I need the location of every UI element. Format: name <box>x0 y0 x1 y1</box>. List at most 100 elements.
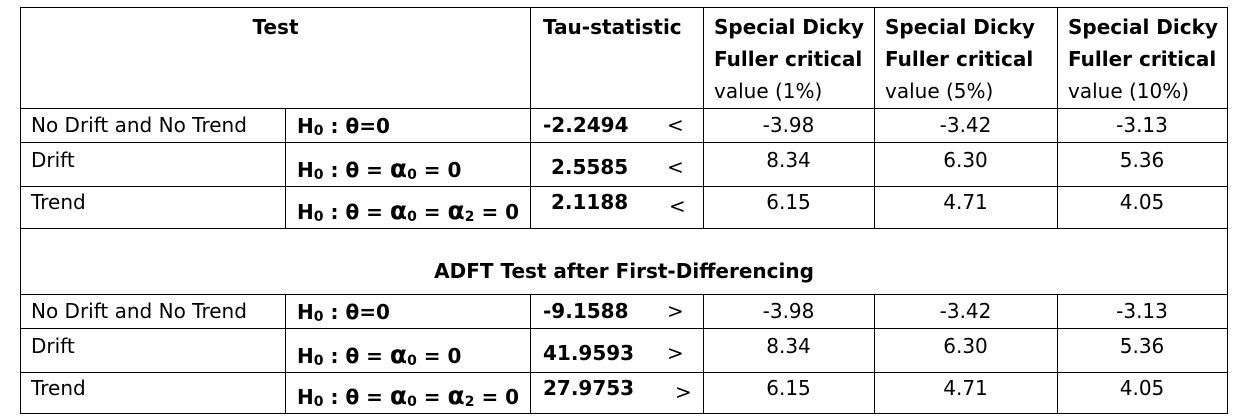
test-name: Trend <box>31 376 86 400</box>
hypothesis-subscript: 0 <box>313 353 324 369</box>
adf-results-table: Test Tau-statistic Special Dicky Fuller … <box>20 7 1228 414</box>
row-divider <box>21 294 1227 295</box>
hypothesis-colon: : <box>330 114 339 138</box>
equals-sign: = <box>423 344 441 368</box>
col-divider <box>530 294 531 414</box>
test-name: Trend <box>31 190 86 214</box>
hypothesis-symbol: H <box>297 158 314 182</box>
cv10-value: 5.36 <box>1119 148 1165 172</box>
hypothesis-subscript: 0 <box>313 394 324 410</box>
cv1-value: 6.15 <box>766 190 811 214</box>
alpha-subscript: 2 <box>464 209 475 225</box>
header-cv10-line2: Fuller critical <box>1068 47 1217 71</box>
comparison-op: < <box>667 113 684 137</box>
col-divider <box>874 294 875 414</box>
cv10-value: -3.13 <box>1116 299 1168 323</box>
cv1-value: 8.34 <box>766 148 811 172</box>
cv10-value: 4.05 <box>1119 376 1165 400</box>
hypothesis-value: 0 <box>447 344 462 368</box>
header-cv5-line1: Special Dicky <box>885 15 1035 39</box>
hypothesis-subscript: 0 <box>313 123 324 139</box>
hypothesis-subscript: 0 <box>313 209 324 225</box>
theta-symbol: θ <box>345 344 360 368</box>
col-divider <box>703 8 704 228</box>
alpha-symbol: α <box>389 340 408 369</box>
col-divider <box>1057 294 1058 414</box>
hypothesis-symbol: H <box>297 385 314 409</box>
hypothesis-colon: : <box>330 200 339 224</box>
comparison-op: > <box>667 341 684 365</box>
theta-symbol: θ <box>345 385 360 409</box>
test-name: Drift <box>31 334 75 358</box>
cv5-value: -3.42 <box>939 299 992 323</box>
hypothesis-symbol: H <box>297 344 314 368</box>
equals-sign: = <box>366 344 383 368</box>
hypothesis-symbol: H <box>297 114 314 138</box>
theta-symbol: θ <box>345 158 360 182</box>
row-divider <box>21 328 1227 329</box>
alpha-subscript: 0 <box>407 353 417 369</box>
hypothesis-value: =0 <box>359 300 390 324</box>
hypothesis-cell: H0 : θ = α0 = 0 <box>297 154 461 190</box>
hypothesis-cell: H0 : θ = α0 = α2 = 0 <box>297 196 519 232</box>
hypothesis-cell: H0 : θ = α0 = 0 <box>297 340 461 376</box>
tau-value: 2.1188 <box>551 190 629 214</box>
hypothesis-subscript: 0 <box>313 167 324 183</box>
tau-value: 41.9593 <box>543 341 635 365</box>
header-cv1-line3: value (1%) <box>714 79 823 103</box>
equals-sign: = <box>366 200 383 224</box>
alpha-symbol: α <box>389 381 408 410</box>
cv1-value: -3.98 <box>762 299 815 323</box>
cv1-value: 8.34 <box>766 334 811 358</box>
alpha-subscript: 0 <box>407 209 417 225</box>
comparison-op: < <box>667 155 684 179</box>
test-name: No Drift and No Trend <box>31 113 247 137</box>
hypothesis-symbol: H <box>297 300 314 324</box>
theta-symbol: θ <box>345 300 360 324</box>
hypothesis-value: =0 <box>359 114 390 138</box>
hypothesis-subscript: 0 <box>313 309 324 325</box>
hypothesis-colon: : <box>330 300 339 324</box>
col-divider <box>285 294 286 414</box>
equals-sign: = <box>366 385 383 409</box>
theta-symbol: θ <box>345 114 360 138</box>
hypothesis-value: 0 <box>447 158 462 182</box>
hypothesis-colon: : <box>330 344 339 368</box>
alpha-subscript: 0 <box>407 394 417 410</box>
col-divider <box>285 108 286 228</box>
tau-value: -9.1588 <box>543 299 629 323</box>
alpha-symbol: α <box>447 196 465 225</box>
cv5-value: 6.30 <box>943 334 988 358</box>
tau-value: 2.5585 <box>551 155 629 179</box>
col-divider <box>874 8 875 228</box>
header-test: Test <box>252 15 299 39</box>
col-divider <box>530 8 531 228</box>
row-divider <box>21 372 1227 373</box>
equals-sign: = <box>366 158 383 182</box>
hypothesis-value: 0 <box>505 385 520 409</box>
alpha-symbol: α <box>447 381 465 410</box>
header-cv1-line2: Fuller critical <box>714 47 863 71</box>
tau-value: 27.9753 <box>543 376 635 400</box>
cv1-value: 6.15 <box>766 376 811 400</box>
header-cv10-line3: value (10%) <box>1068 79 1190 103</box>
cv5-value: 4.71 <box>943 190 988 214</box>
alpha-subscript: 0 <box>407 167 417 183</box>
equals-sign: = <box>481 200 499 224</box>
hypothesis-symbol: H <box>297 200 314 224</box>
hypothesis-cell: H0 : θ = α0 = α2 = 0 <box>297 381 519 417</box>
section-title: ADFT Test after First-Differencing <box>434 259 814 283</box>
comparison-op: < <box>669 194 686 218</box>
cv5-value: -3.42 <box>939 113 992 137</box>
row-divider <box>21 142 1227 143</box>
equals-sign: = <box>423 385 441 409</box>
hypothesis-colon: : <box>330 385 339 409</box>
col-divider <box>1057 8 1058 228</box>
header-cv1-line1: Special Dicky <box>714 15 864 39</box>
row-divider <box>21 228 1227 229</box>
row-divider <box>21 108 1227 109</box>
header-cv10-line1: Special Dicky <box>1068 15 1218 39</box>
cv5-value: 6.30 <box>943 148 988 172</box>
hypothesis-value: 0 <box>505 200 520 224</box>
alpha-symbol: α <box>389 154 408 183</box>
